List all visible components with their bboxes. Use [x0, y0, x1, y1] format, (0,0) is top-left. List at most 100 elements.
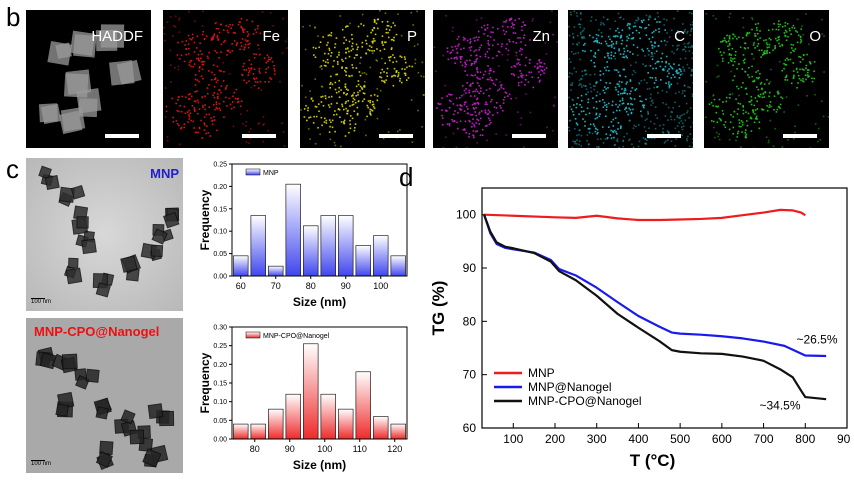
- tg-xtick: 800: [795, 432, 815, 446]
- tem-particle: [151, 245, 162, 256]
- tem-particle: [66, 268, 81, 283]
- tg-annotation-mnp-cpo-nanogel: ~34.5%: [759, 398, 800, 412]
- tg-chart: 60708090100100200300400500600700800900T …: [420, 180, 850, 478]
- elemental-map-fe: Fe: [163, 10, 288, 148]
- tem-scale-text-mnp: 100 nm: [31, 299, 51, 305]
- tg-annotation-mnp-nanogel: ~26.5%: [796, 333, 837, 347]
- tg-ytick: 70: [463, 368, 477, 382]
- elemental-map-label-p: P: [407, 28, 417, 45]
- histogram-mnp-ytick: 0.05: [213, 251, 227, 258]
- histogram-mnp-xlabel: Size (nm): [293, 295, 346, 309]
- histogram-mnp-cpo-nanogel-xtick: 80: [250, 444, 260, 454]
- histogram-mnp-cpo-nanogel-ytick: 0.05: [213, 418, 227, 425]
- panel-letter-b: b: [6, 2, 20, 33]
- histogram-mnp-cpo-nanogel-bar-116: [373, 417, 388, 439]
- histogram-mnp-legend-label: MNP: [263, 170, 279, 177]
- tem-particle: [45, 176, 59, 190]
- tg-xtick: 700: [754, 432, 774, 446]
- histogram-mnp-xtick: 100: [373, 281, 388, 291]
- tg-xtick: 600: [712, 432, 732, 446]
- tem-scalebar-mnp-cpo-nanogel: 100 nm: [31, 460, 51, 467]
- histogram-mnp-cpo-nanogel-ytick: 0.00: [213, 437, 227, 444]
- elemental-map-label-zn: Zn: [532, 28, 550, 45]
- histogram-mnp-cpo-nanogel-bar-96: [303, 344, 318, 439]
- histogram-mnp-cpo-nanogel-xtick: 90: [285, 444, 295, 454]
- tg-ytick: 100: [456, 208, 476, 222]
- map-scalebar: [512, 134, 546, 138]
- histogram-mnp-cpo-nanogel-bar-86: [268, 409, 283, 439]
- map-scalebar: [647, 134, 681, 138]
- tg-xlabel: T (°C): [630, 451, 676, 470]
- histogram-mnp-cpo-nanogel-ytick: 0.30: [213, 325, 227, 332]
- histogram-mnp-cpo-nanogel-bar-76: [233, 424, 248, 439]
- elemental-map-c: C: [568, 10, 693, 148]
- tg-ytick: 80: [463, 314, 477, 328]
- histogram-mnp-ytick: 0.10: [213, 229, 227, 236]
- histogram-mnp-cpo-nanogel-ylabel: Frequency: [198, 352, 212, 413]
- map-scalebar: [242, 134, 276, 138]
- tem-particle: [130, 430, 144, 444]
- tem-image-mnp-cpo-nanogel: MNP-CPO@Nanogel 100 nm: [26, 318, 183, 473]
- histogram-mnp-bar-75: [286, 184, 301, 276]
- tem-particle: [148, 404, 163, 419]
- histogram-mnp-xtick: 70: [271, 281, 281, 291]
- histogram-mnp-bar-90: [338, 216, 353, 276]
- tem-image-mnp-cpo-nanogel-texture: [26, 318, 183, 473]
- histogram-mnp-xtick: 60: [236, 281, 246, 291]
- histogram-mnp-legend-swatch: [246, 169, 260, 175]
- histogram-mnp-ytick: 0.25: [213, 162, 227, 169]
- histogram-mnp-cpo-nanogel-ytick: 0.25: [213, 343, 227, 350]
- histogram-mnp-xtick: 90: [341, 281, 351, 291]
- histogram-mnp-bar-70: [268, 266, 283, 276]
- tem-particle: [82, 239, 97, 254]
- map-scalebar: [105, 134, 139, 138]
- elemental-map-o: O: [704, 10, 829, 148]
- histogram-mnp-cpo-nanogel-bar-121: [391, 424, 406, 439]
- tg-xtick: 100: [503, 432, 523, 446]
- tg-ylabel: TG (%): [429, 281, 448, 336]
- histogram-mnp-cpo-nanogel-bar-101: [321, 394, 336, 439]
- histogram-mnp-ytick: 0.15: [213, 206, 227, 213]
- tg-xtick: 400: [628, 432, 648, 446]
- tem-particle: [96, 283, 110, 297]
- tg-legend-label: MNP-CPO@Nanogel: [528, 394, 642, 408]
- histogram-mnp-cpo-nanogel-bar-106: [338, 409, 353, 439]
- histogram-mnp-cpo-nanogel-xtick: 100: [317, 444, 332, 454]
- tem-particle: [62, 354, 77, 369]
- histogram-mnp-bar-60: [233, 256, 248, 276]
- elemental-map-label-o: O: [809, 28, 821, 45]
- tg-ytick: 60: [463, 421, 477, 435]
- histogram-mnp-ylabel: Frequency: [198, 189, 212, 250]
- histogram-mnp-cpo-nanogel-ytick: 0.10: [213, 399, 227, 406]
- histogram-mnp-bar-100: [373, 236, 388, 276]
- panel-letter-c: c: [6, 154, 19, 185]
- tem-particle: [56, 404, 69, 417]
- tg-xtick: 500: [670, 432, 690, 446]
- tem-image-mnp: MNP 100 nm: [26, 158, 183, 311]
- elemental-map-zn: Zn: [433, 10, 558, 148]
- tem-particle: [71, 186, 84, 199]
- histogram-mnp-bar-85: [321, 216, 336, 276]
- histogram-mnp-bar-80: [303, 226, 318, 276]
- tg-series-mnp: [484, 210, 805, 220]
- tg-legend-label: MNP: [528, 366, 555, 380]
- elemental-map-label-fe: Fe: [262, 28, 280, 45]
- histogram-mnp-ytick: 0.20: [213, 184, 227, 191]
- tem-particle: [69, 258, 78, 267]
- elemental-map-p: P: [300, 10, 425, 148]
- histogram-mnp-bar-105: [391, 256, 406, 276]
- tem-particle: [86, 369, 99, 382]
- histogram-mnp-ytick: 0.00: [213, 274, 227, 281]
- histogram-mnp-cpo-nanogel-bar-91: [286, 394, 301, 439]
- elemental-map-haddf: HADDF: [26, 10, 151, 148]
- histogram-mnp-cpo-nanogel-legend-swatch: [246, 332, 260, 338]
- tg-xtick: 200: [545, 432, 565, 446]
- histogram-mnp-cpo-nanogel-ytick: 0.20: [213, 362, 227, 369]
- tg-series-mnp-nanogel: [484, 215, 826, 356]
- elemental-map-label-c: C: [674, 28, 685, 45]
- elemental-map-label-haddf: HADDF: [91, 28, 143, 45]
- histogram-mnp-cpo-nanogel-xtick: 110: [353, 444, 367, 454]
- histogram-mnp-cpo-nanogel-xtick: 120: [387, 444, 402, 454]
